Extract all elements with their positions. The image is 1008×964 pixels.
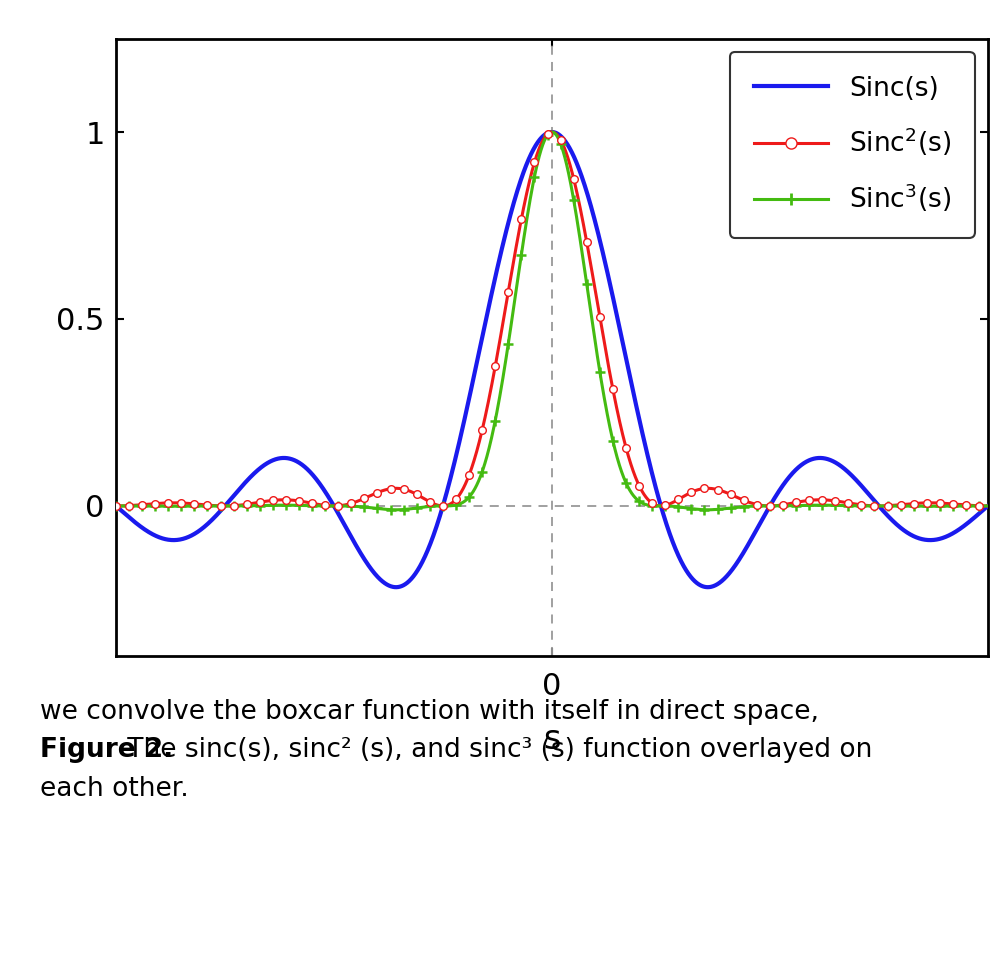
X-axis label: s: s <box>543 723 560 757</box>
Text: we convolve the boxcar function with itself in direct space,: we convolve the boxcar function with its… <box>40 699 820 725</box>
Legend: Sinc(s), Sinc$^2$(s), Sinc$^3$(s): Sinc(s), Sinc$^2$(s), Sinc$^3$(s) <box>730 52 975 238</box>
Text: each other.: each other. <box>40 776 190 802</box>
Text: Figure 2.: Figure 2. <box>40 737 173 763</box>
Text: The sinc(s), sinc² (s), and sinc³ (s) function overlayed on: The sinc(s), sinc² (s), and sinc³ (s) fu… <box>119 737 872 763</box>
